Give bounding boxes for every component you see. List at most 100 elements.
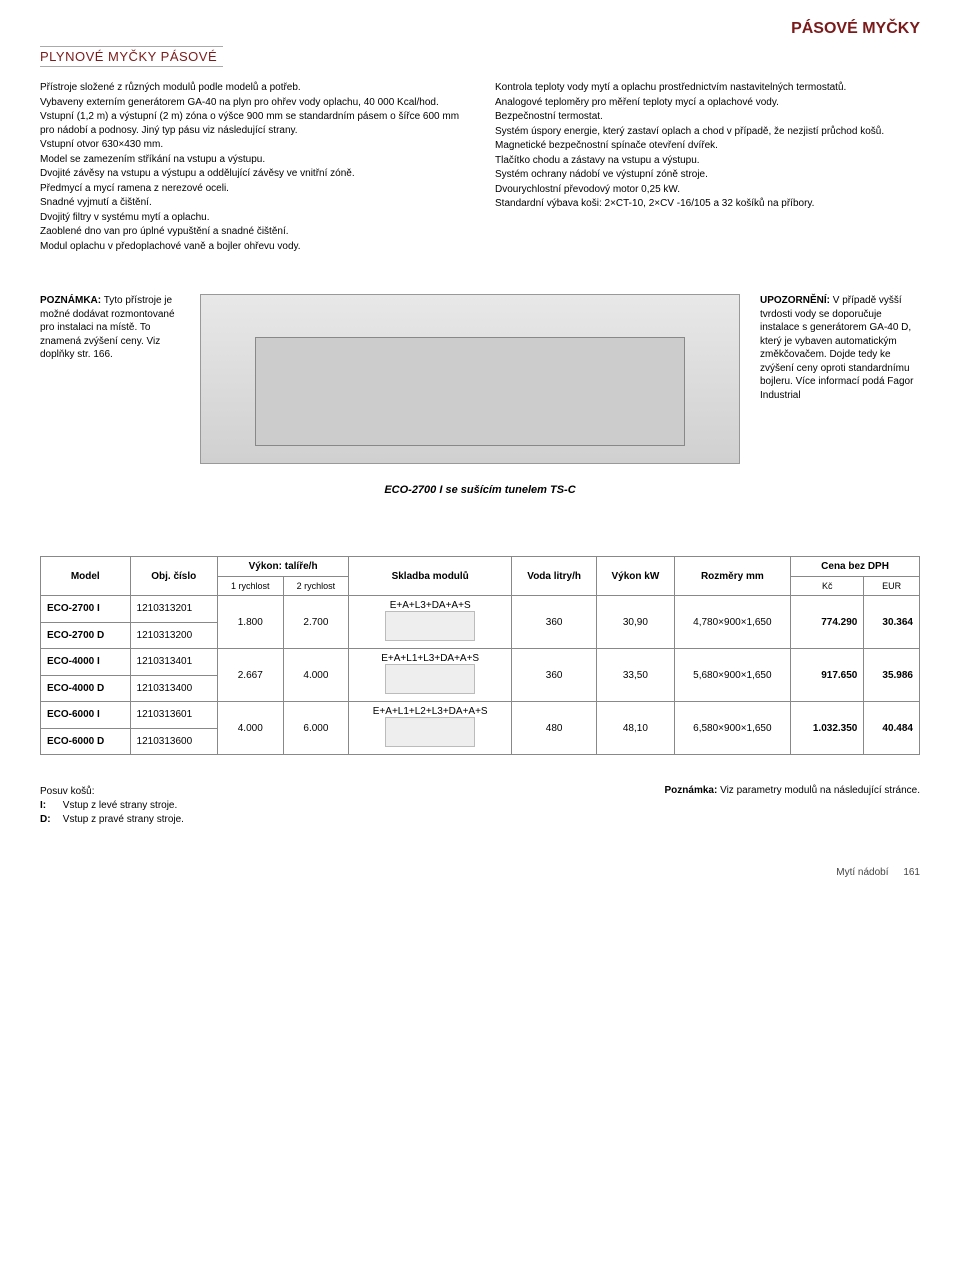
cell-speed2: 6.000 (283, 702, 349, 755)
intro-line: Systém úspory energie, který zastaví opl… (495, 125, 920, 139)
cell-kc: 1.032.350 (791, 702, 864, 755)
cell-voda: 480 (512, 702, 597, 755)
note-upozorneni-body: V případě vyšší tvrdosti vody se doporuč… (760, 295, 913, 401)
posuv-i-label: I: (40, 799, 60, 813)
table-row: ECO-2700 I12103132011.8002.700E+A+L3+DA+… (41, 596, 920, 623)
cell-kw: 48,10 (597, 702, 674, 755)
posuv-d-text: Vstup z pravé strany stroje. (63, 814, 184, 825)
cell-speed1: 1.800 (217, 596, 283, 649)
th-cena: Cena bez DPH (791, 557, 920, 577)
intro-line: Vybaveny externím generátorem GA-40 na p… (40, 96, 465, 110)
bottom-right-text: Viz parametry modulů na následující strá… (720, 785, 920, 796)
cell-rozmer: 4,780×900×1,650 (674, 596, 791, 649)
cell-model: ECO-4000 D (41, 675, 131, 702)
cell-rozmer: 6,580×900×1,650 (674, 702, 791, 755)
page-footer: Mytí nádobí 161 (40, 867, 920, 878)
cell-voda: 360 (512, 596, 597, 649)
cell-eur: 35.986 (864, 649, 920, 702)
cell-skladba: E+A+L1+L2+L3+DA+A+S (349, 702, 512, 755)
intro-line: Dvojitý filtry v systému mytí a oplachu. (40, 211, 465, 225)
cell-speed2: 2.700 (283, 596, 349, 649)
section-title: PLYNOVÉ MYČKY PÁSOVÉ (40, 46, 223, 67)
module-icon (385, 664, 475, 694)
cell-speed1: 2.667 (217, 649, 283, 702)
intro-line: Vstupní otvor 630×430 mm. (40, 138, 465, 152)
cell-model: ECO-6000 D (41, 728, 131, 755)
module-icon (385, 611, 475, 641)
cell-obj: 1210313400 (130, 675, 217, 702)
cell-eur: 30.364 (864, 596, 920, 649)
th-rozmer: Rozměry mm (674, 557, 791, 596)
bottom-left: Posuv košů: I: Vstup z levé strany stroj… (40, 785, 184, 827)
intro-right: Kontrola teploty vody mytí a oplachu pro… (495, 81, 920, 254)
intro-line: Dvourychlostní převodový motor 0,25 kW. (495, 183, 920, 197)
th-eur: EUR (864, 577, 920, 596)
intro-line: Model se zamezením stříkání na vstupu a … (40, 153, 465, 167)
page-title: PÁSOVÉ MYČKY (40, 20, 920, 38)
intro-line: Standardní výbava koši: 2×CT-10, 2×CV -1… (495, 197, 920, 211)
cell-skladba: E+A+L1+L3+DA+A+S (349, 649, 512, 702)
posuv-d-label: D: (40, 813, 60, 827)
intro-line: Modul oplachu v předoplachové vaně a boj… (40, 240, 465, 254)
note-poznamka: POZNÁMKA: Tyto přístroje je možné dodáva… (40, 294, 180, 362)
intro-line: Předmycí a mycí ramena z nerezové oceli. (40, 182, 465, 196)
th-model: Model (41, 557, 131, 596)
cell-obj: 1210313200 (130, 622, 217, 649)
cell-voda: 360 (512, 649, 597, 702)
cell-model: ECO-2700 D (41, 622, 131, 649)
figure-caption: ECO-2700 I se sušícím tunelem TS-C (40, 484, 920, 496)
intro-line: Dvojité závěsy na vstupu a výstupu a odd… (40, 167, 465, 181)
table-row: ECO-6000 I12103136014.0006.000E+A+L1+L2+… (41, 702, 920, 729)
cell-model: ECO-4000 I (41, 649, 131, 676)
intro-line: Tlačítko chodu a zástavy na vstupu a výs… (495, 154, 920, 168)
th-voda: Voda litry/h (512, 557, 597, 596)
intro-line: Vstupní (1,2 m) a výstupní (2 m) zóna o … (40, 110, 465, 137)
cell-obj: 1210313401 (130, 649, 217, 676)
note-upozorneni: UPOZORNĚNÍ: V případě vyšší tvrdosti vod… (760, 294, 920, 402)
cell-speed1: 4.000 (217, 702, 283, 755)
intro-line: Bezpečnostní termostat. (495, 110, 920, 124)
footer-section: Mytí nádobí (836, 867, 888, 878)
intro-line: Zaoblené dno van pro úplné vypuštění a s… (40, 225, 465, 239)
th-kw: Výkon kW (597, 557, 674, 596)
note-poznamka-title: POZNÁMKA: (40, 295, 101, 306)
cell-model: ECO-6000 I (41, 702, 131, 729)
intro-left: Přístroje složené z různých modulů podle… (40, 81, 465, 254)
posuv-title: Posuv košů: (40, 785, 184, 799)
th-vykon: Výkon: talíře/h (217, 557, 348, 577)
module-icon (385, 717, 475, 747)
table-row: ECO-4000 I12103134012.6674.000E+A+L1+L3+… (41, 649, 920, 676)
cell-rozmer: 5,680×900×1,650 (674, 649, 791, 702)
cell-skladba: E+A+L3+DA+A+S (349, 596, 512, 649)
th-skladba: Skladba modulů (349, 557, 512, 596)
cell-model: ECO-2700 I (41, 596, 131, 623)
intro-line: Snadné vyjmutí a čištění. (40, 196, 465, 210)
cell-kw: 33,50 (597, 649, 674, 702)
th-speed1: 1 rychlost (217, 577, 283, 596)
machine-illustration (200, 294, 740, 464)
intro-line: Magnetické bezpečnostní spínače otevření… (495, 139, 920, 153)
intro-line: Systém ochrany nádobí ve výstupní zóně s… (495, 168, 920, 182)
intro-columns: Přístroje složené z různých modulů podle… (40, 81, 920, 254)
th-kc: Kč (791, 577, 864, 596)
bottom-right: Poznámka: Viz parametry modulů na násled… (665, 785, 921, 827)
th-speed2: 2 rychlost (283, 577, 349, 596)
footer-page-number: 161 (903, 867, 920, 878)
cell-speed2: 4.000 (283, 649, 349, 702)
intro-line: Analogové teploměry pro měření teploty m… (495, 96, 920, 110)
intro-line: Kontrola teploty vody mytí a oplachu pro… (495, 81, 920, 95)
posuv-i-text: Vstup z levé strany stroje. (63, 800, 178, 811)
cell-obj: 1210313600 (130, 728, 217, 755)
intro-line: Přístroje složené z různých modulů podle… (40, 81, 465, 95)
cell-kc: 774.290 (791, 596, 864, 649)
cell-kw: 30,90 (597, 596, 674, 649)
bottom-right-label: Poznámka: (665, 785, 718, 796)
spec-table: Model Obj. číslo Výkon: talíře/h Skladba… (40, 556, 920, 755)
cell-obj: 1210313201 (130, 596, 217, 623)
mid-section: POZNÁMKA: Tyto přístroje je možné dodáva… (40, 294, 920, 464)
th-obj: Obj. číslo (130, 557, 217, 596)
note-upozorneni-title: UPOZORNĚNÍ: (760, 295, 830, 306)
cell-obj: 1210313601 (130, 702, 217, 729)
bottom-notes: Posuv košů: I: Vstup z levé strany stroj… (40, 785, 920, 827)
cell-kc: 917.650 (791, 649, 864, 702)
